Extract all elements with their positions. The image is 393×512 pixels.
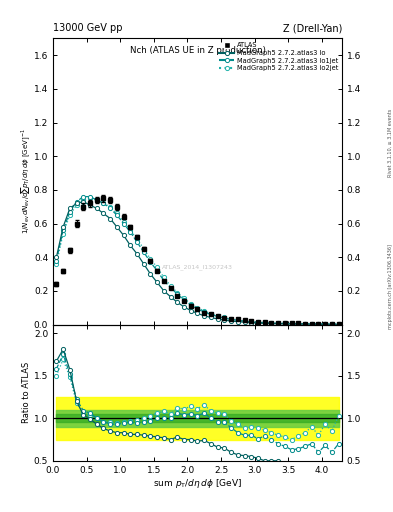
- Y-axis label: $1/N_\mathrm{ev}\,dN_\mathrm{ev}/d\!\sum\!p_\mathrm{T}/d\eta\,d\phi\;[\mathrm{Ge: $1/N_\mathrm{ev}\,dN_\mathrm{ev}/d\!\sum…: [20, 129, 33, 234]
- Text: mcplots.cern.ch [arXiv:1306.3436]: mcplots.cern.ch [arXiv:1306.3436]: [388, 244, 393, 329]
- Text: Nch (ATLAS UE in Z production): Nch (ATLAS UE in Z production): [130, 46, 265, 55]
- Text: ATLAS_2014_I1307243: ATLAS_2014_I1307243: [162, 265, 233, 270]
- Y-axis label: Ratio to ATLAS: Ratio to ATLAS: [22, 362, 31, 423]
- Text: Rivet 3.1.10, ≥ 3.1M events: Rivet 3.1.10, ≥ 3.1M events: [388, 109, 393, 178]
- Legend: ATLAS, MadGraph5 2.7.2.atlas3 lo, MadGraph5 2.7.2.atlas3 lo1jet, MadGraph5 2.7.2: ATLAS, MadGraph5 2.7.2.atlas3 lo, MadGra…: [217, 40, 340, 73]
- Text: Z (Drell-Yan): Z (Drell-Yan): [283, 23, 342, 33]
- Text: 13000 GeV pp: 13000 GeV pp: [53, 23, 123, 33]
- X-axis label: sum $p_\mathrm{T}/d\eta\,d\phi$ [GeV]: sum $p_\mathrm{T}/d\eta\,d\phi$ [GeV]: [153, 477, 242, 490]
